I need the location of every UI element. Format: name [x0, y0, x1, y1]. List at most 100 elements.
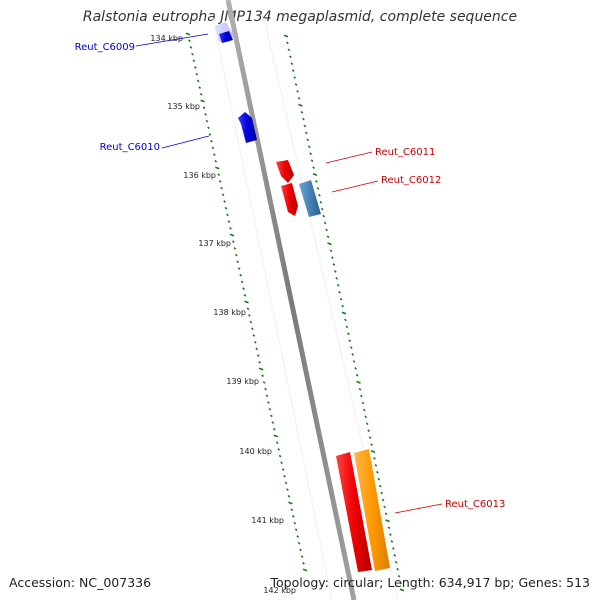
minor-tick — [320, 207, 324, 211]
minor-tick — [199, 92, 203, 96]
minor-tick — [218, 180, 222, 183]
minor-tick — [299, 548, 302, 552]
minor-tick — [315, 180, 318, 183]
minor-tick — [272, 427, 276, 431]
major-tick — [215, 166, 220, 170]
minor-tick — [210, 139, 213, 143]
minor-tick — [253, 340, 257, 344]
scale-label-137: 137 kbp — [198, 239, 231, 248]
scale-label-140: 140 kbp — [239, 447, 272, 456]
gene-reut-c6011[interactable] — [276, 160, 294, 183]
minor-tick — [202, 106, 206, 110]
minor-tick — [294, 83, 298, 86]
minor-tick — [188, 39, 191, 43]
minor-tick — [287, 494, 291, 498]
minor-tick — [248, 314, 251, 317]
gene-reut-c6011b[interactable] — [281, 183, 298, 216]
gene-reut-c6013-red[interactable] — [336, 452, 372, 572]
minor-tick — [352, 360, 356, 363]
minor-tick — [322, 214, 326, 218]
minor-tick — [226, 213, 229, 217]
leader-reut-c6009 — [135, 33, 209, 47]
minor-tick — [251, 327, 254, 331]
minor-tick — [233, 247, 237, 250]
minor-tick — [296, 90, 299, 93]
minor-tick — [339, 297, 343, 301]
minor-tick — [378, 484, 382, 488]
minor-tick — [364, 415, 368, 419]
minor-tick — [281, 468, 285, 471]
minor-tick — [358, 387, 362, 391]
leader-reut-c6010 — [161, 135, 210, 149]
minor-tick — [331, 256, 334, 259]
gene-reut-c6009[interactable] — [215, 22, 234, 43]
gene-reut-c6012[interactable] — [299, 180, 321, 217]
gene-label-reut-c6011[interactable]: Reut_C6011 — [375, 147, 435, 158]
leader-reut-c6013 — [394, 503, 443, 514]
minor-tick — [208, 133, 212, 136]
minor-tick — [231, 240, 235, 244]
gene-reut-c6010[interactable] — [238, 112, 257, 143]
scale-label-142: 142 kbp — [263, 586, 296, 595]
minor-tick — [267, 401, 270, 404]
minor-tick — [277, 448, 281, 451]
minor-tick — [381, 498, 385, 502]
minor-tick — [391, 547, 395, 550]
minor-tick — [345, 325, 349, 329]
minor-tick — [207, 126, 210, 130]
minor-tick — [302, 561, 305, 565]
minor-tick — [195, 72, 199, 76]
minor-tick — [307, 145, 311, 149]
minor-tick — [296, 535, 300, 538]
minor-tick — [196, 79, 200, 83]
minor-tick — [286, 488, 289, 491]
scale-label-134: 134 kbp — [150, 34, 183, 43]
minor-tick — [355, 373, 359, 377]
minor-tick — [255, 347, 259, 351]
major-tick — [341, 311, 347, 315]
minor-tick — [268, 407, 272, 411]
minor-tick — [373, 457, 376, 460]
plasmid-backbone — [225, 0, 357, 600]
minor-tick — [325, 228, 328, 232]
minor-tick — [271, 421, 275, 424]
scale-label-138: 138 kbp — [213, 308, 246, 317]
major-tick — [370, 449, 376, 454]
minor-tick — [294, 528, 298, 532]
gene-label-reut-c6010[interactable]: Reut_C6010 — [100, 142, 160, 153]
minor-tick — [293, 76, 297, 79]
gene-label-reut-c6009[interactable]: Reut_C6009 — [75, 42, 135, 53]
minor-tick — [265, 394, 269, 398]
major-tick — [273, 434, 279, 438]
minor-tick — [280, 461, 283, 465]
major-tick — [385, 519, 390, 523]
minor-tick — [336, 283, 340, 287]
minor-tick — [390, 540, 394, 543]
minor-tick — [335, 277, 339, 280]
minor-tick — [338, 290, 341, 294]
minor-tick — [302, 117, 305, 121]
minor-tick — [211, 146, 215, 150]
minor-tick — [205, 119, 209, 123]
minor-tick — [396, 567, 399, 571]
scale-label-136: 136 kbp — [183, 171, 216, 180]
summary-text: Topology: circular; Length: 634,917 bp; … — [270, 575, 591, 590]
minor-tick — [286, 41, 289, 45]
minor-tick — [239, 273, 243, 277]
major-tick — [229, 233, 235, 237]
minor-tick — [394, 560, 398, 564]
minor-tick — [243, 293, 247, 297]
minor-tick — [198, 86, 202, 89]
minor-tick — [217, 173, 221, 177]
minor-tick — [300, 555, 304, 558]
gene-reut-c6013[interactable] — [354, 449, 390, 571]
gene-label-reut-c6013[interactable]: Reut_C6013 — [445, 499, 505, 510]
gene-label-reut-c6012[interactable]: Reut_C6012 — [381, 175, 441, 186]
minor-tick — [264, 387, 267, 391]
minor-tick — [275, 441, 279, 445]
minor-tick — [214, 159, 218, 163]
minor-tick — [204, 113, 207, 116]
minor-tick — [289, 55, 292, 59]
